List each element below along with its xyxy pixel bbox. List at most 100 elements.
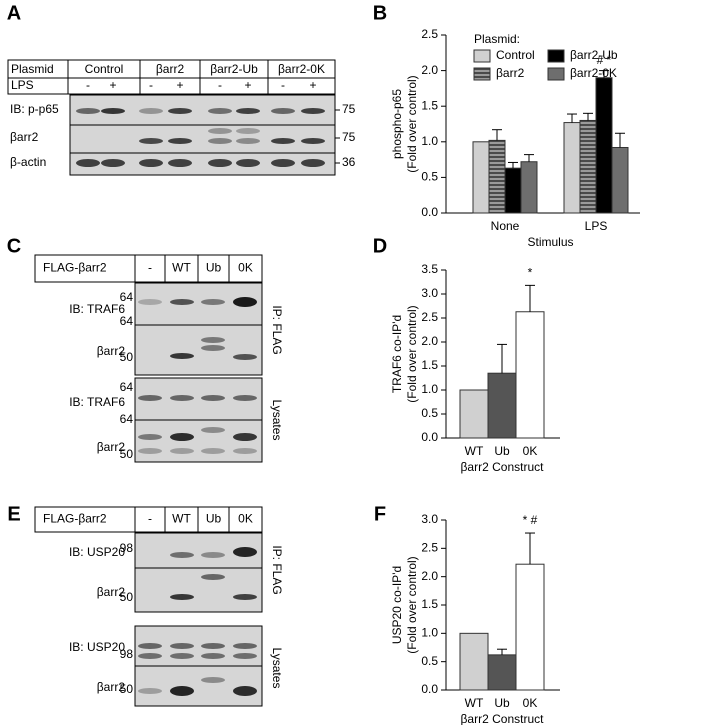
mw-marker: 64 [120,412,134,426]
row-label: βarr2 [97,344,126,358]
blot-header [34,254,263,283]
blot-band [201,395,225,401]
blot-band [233,547,257,557]
blot-band [201,643,225,649]
x-tick-label: 0K [523,696,538,710]
y-tick-label: 3.5 [421,262,438,276]
annotation: * [528,266,533,280]
y-tick-label: 1.0 [421,382,438,396]
row-label: βarr2 [97,680,126,694]
y-tick-label: 3.0 [421,512,438,526]
y-axis-label: (Fold over control) [405,75,419,172]
blot-band [76,108,100,114]
mw-marker: 98 [120,541,134,555]
mw-marker: 75 [342,102,356,116]
panel-label: A [7,2,21,24]
legend-swatch [473,67,491,81]
bar [487,654,517,691]
blot-band [271,159,295,167]
blot-header [34,506,263,533]
y-tick-label: 3.0 [421,286,438,300]
x-tick-label: LPS [585,219,608,233]
annotation: * # [523,513,538,527]
blot-band [233,448,257,454]
blot-band [208,128,232,134]
row-label: IB: TRAF6 [69,395,125,409]
row-label: IB: p-p65 [10,102,59,116]
bar [515,311,545,439]
header-label: FLAG-βarr2 [43,512,107,526]
blot-header [7,59,336,95]
blot-image [69,152,336,176]
mw-marker: 50 [120,447,134,461]
header-label: Ub [206,512,222,526]
blot-band [208,108,232,114]
y-tick-label: 2.0 [421,334,438,348]
blot-band [233,395,257,401]
blot-band [138,653,162,659]
x-axis-label: βarr2 Construct [461,712,545,725]
blot-image [134,567,263,613]
panel-label: E [7,503,20,525]
blot-band [170,686,194,696]
header-label: FLAG-βarr2 [43,261,107,275]
lps-sign: + [244,78,251,92]
blot-band [101,159,125,167]
blot-band [168,108,192,114]
x-axis-label: βarr2 Construct [461,460,545,474]
mw-marker: 64 [120,380,134,394]
blot-band [138,448,162,454]
blot-band [170,594,194,600]
y-axis-label: TRAF6 co-IP'd [390,315,404,393]
header-label: βarr2 [156,62,185,76]
y-tick-label: 1.0 [421,134,438,148]
lps-sign: - [218,78,222,92]
bar [520,161,538,214]
blot-band [201,299,225,305]
blot-image [69,124,336,154]
blot-band [138,434,162,440]
blot-band [301,159,325,167]
mw-marker: 50 [120,682,134,696]
blot-band [168,159,192,167]
lps-sign: - [86,78,90,92]
header-label: WT [172,512,191,526]
side-label: Lysates [270,400,284,441]
blot-band [76,159,100,167]
header-label: 0K [238,512,253,526]
lps-label: LPS [11,78,34,92]
x-tick-label: Ub [494,444,510,458]
bar [488,139,506,214]
blot-band [236,138,260,144]
mw-marker: 98 [120,647,134,661]
y-tick-label: 2.5 [421,27,438,41]
blot-image [134,419,263,463]
y-axis-label: (Fold over control) [405,556,419,653]
y-tick-label: 0.0 [421,205,438,219]
lps-sign: + [109,78,116,92]
y-tick-label: 0.5 [421,406,438,420]
blot-band [271,138,295,144]
blot-band [208,159,232,167]
blot-band [139,108,163,114]
blot-image [134,665,263,707]
y-tick-label: 2.5 [421,541,438,555]
header-label: βarr2-0K [278,62,325,76]
blot-band [201,653,225,659]
blot-band [233,297,257,307]
row-label: βarr2 [97,440,126,454]
legend-label: βarr2-Ub [570,48,618,62]
header-label: WT [172,261,191,275]
bar [472,141,490,214]
blot-band [170,433,194,441]
blot-band [301,108,325,114]
blot-band [170,643,194,649]
legend-label: Control [496,48,535,62]
lps-sign: - [281,78,285,92]
y-tick-label: 2.5 [421,310,438,324]
side-label: Lysates [270,648,284,689]
legend-swatch [547,49,565,63]
legend-title: Plasmid: [474,32,520,46]
blot-band [233,653,257,659]
